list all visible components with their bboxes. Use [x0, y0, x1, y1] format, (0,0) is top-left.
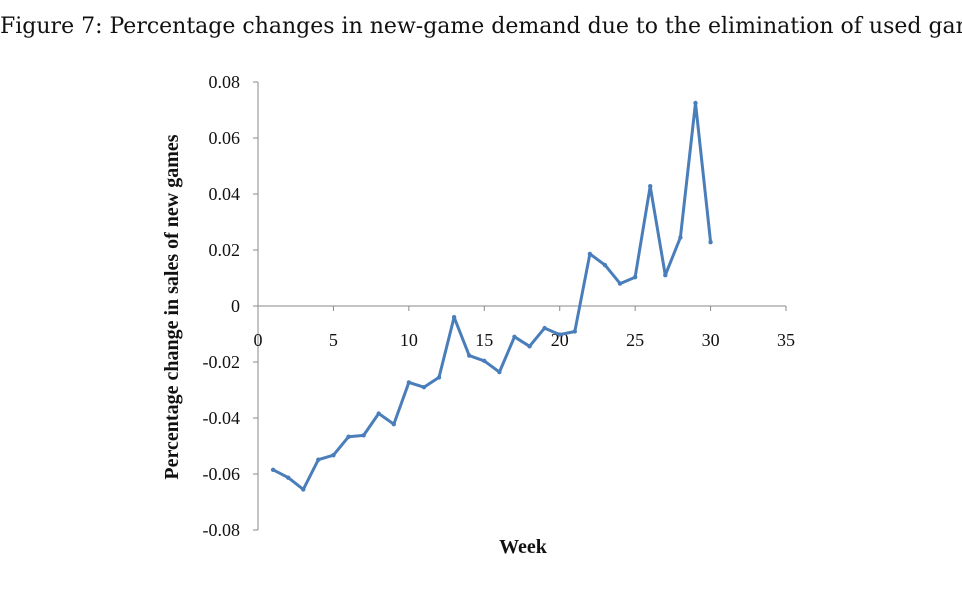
y-tick-label: 0.04 [209, 184, 241, 204]
y-tick-label: -0.02 [203, 352, 241, 372]
data-point [678, 235, 683, 240]
data-point [406, 380, 412, 385]
data-point [602, 262, 608, 268]
data-point [391, 421, 396, 427]
data-point [542, 325, 547, 331]
chart-axes [253, 81, 787, 531]
series-line [271, 101, 713, 491]
x-tick-label: 0 [254, 330, 263, 350]
data-point [361, 433, 366, 438]
data-point [497, 369, 502, 375]
x-axis-title: Week [499, 536, 548, 558]
data-point [632, 274, 638, 280]
data-point [301, 487, 306, 492]
data-point [617, 281, 623, 286]
x-tick-label: 10 [400, 330, 418, 350]
data-point [285, 475, 291, 480]
x-tick-label: 25 [626, 330, 644, 350]
data-point [663, 273, 668, 278]
y-axis-title: Percentage change in sales of new games [161, 134, 183, 479]
data-point [376, 411, 381, 416]
data-point [346, 434, 351, 439]
y-tick-label: 0 [231, 296, 240, 316]
data-point [467, 353, 472, 358]
y-tick-label: -0.04 [203, 408, 241, 428]
data-point [482, 358, 487, 364]
data-point [421, 385, 427, 390]
data-point [557, 332, 562, 337]
data-point [512, 334, 517, 339]
y-tick-label: 0.06 [209, 128, 241, 148]
data-point [587, 251, 593, 257]
data-point [527, 344, 532, 349]
y-tick-label: -0.08 [203, 520, 241, 540]
y-tick-label: -0.06 [203, 464, 241, 484]
x-tick-label: 15 [475, 330, 493, 350]
data-point [331, 453, 336, 458]
data-point [451, 315, 457, 320]
x-tick-label: 5 [329, 330, 338, 350]
data-point [572, 329, 577, 334]
data-point [270, 467, 276, 472]
x-tick-label: 35 [777, 330, 795, 350]
y-tick-label: 0.02 [209, 240, 241, 260]
figure-title: Figure 7: Percentage changes in new-game… [0, 14, 962, 39]
chart-tick-labels: 0.08 0.06 0.04 0.02 0 -0.02 -0.04 -0.06 -0.08 0 5 1… [203, 72, 796, 540]
y-tick-label: 0.08 [209, 72, 241, 92]
data-point [708, 239, 713, 245]
data-point [436, 375, 442, 380]
x-tick-label: 30 [702, 330, 720, 350]
data-point [693, 100, 698, 106]
data-point [316, 457, 321, 462]
data-point [648, 183, 653, 189]
chart-plot-area [270, 100, 713, 492]
